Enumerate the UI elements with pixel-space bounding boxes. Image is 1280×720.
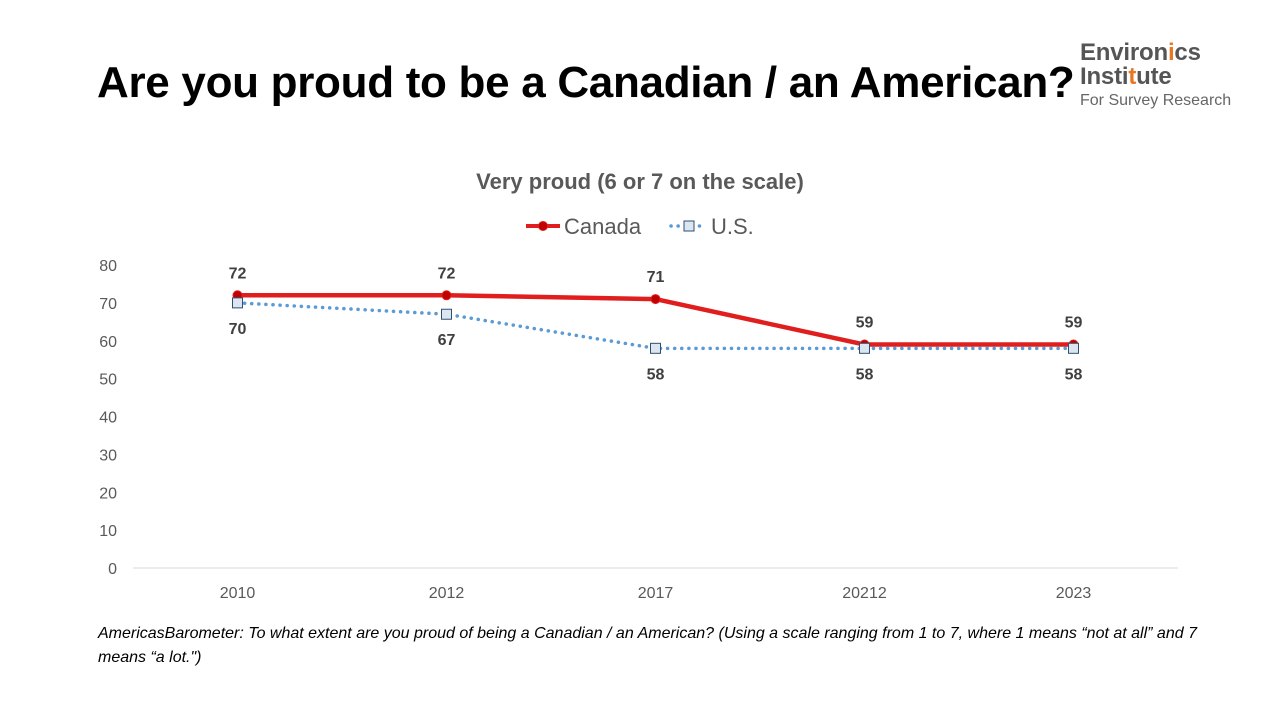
x-tick-label: 2023 — [1056, 585, 1092, 602]
environics-logo: Environics Institute For Survey Research — [1080, 41, 1270, 111]
chart-title: Very proud (6 or 7 on the scale) — [476, 169, 804, 194]
legend-canada-marker — [538, 221, 548, 231]
us-point — [859, 342, 870, 354]
x-tick-label: 2017 — [638, 585, 674, 602]
canada-data-label: 72 — [229, 265, 247, 282]
canada-point — [441, 290, 452, 301]
x-tick-label: 2012 — [429, 585, 465, 602]
us-data-label: 67 — [438, 332, 456, 349]
y-tick-label: 0 — [108, 561, 117, 578]
y-tick-label: 50 — [99, 372, 117, 389]
canada-data-label: 59 — [856, 315, 874, 332]
us-point — [1068, 342, 1079, 354]
us-data-label: 70 — [229, 321, 247, 338]
canada-data-label: 72 — [438, 265, 456, 282]
y-tick-label: 10 — [99, 523, 117, 540]
legend-us-label: U.S. — [711, 214, 754, 239]
x-tick-label: 2010 — [220, 585, 256, 602]
y-tick-label: 40 — [99, 410, 117, 427]
page-title: Are you proud to be a Canadian / an Amer… — [97, 58, 1075, 107]
logo-line-1: Environics — [1080, 39, 1201, 66]
us-point — [650, 342, 661, 354]
legend-canada-label: Canada — [564, 214, 642, 239]
us-point — [232, 297, 243, 309]
y-tick-label: 70 — [99, 296, 117, 313]
us-point — [441, 308, 452, 320]
logo-line-3: For Survey Research — [1080, 92, 1232, 109]
y-tick-label: 60 — [99, 334, 117, 351]
legend-us-marker — [683, 220, 695, 232]
y-tick-label: 30 — [99, 447, 117, 464]
canada-point — [650, 294, 661, 305]
canada-data-label: 71 — [647, 269, 665, 286]
us-data-label: 58 — [856, 366, 874, 383]
series-us-line — [235, 301, 1076, 351]
x-tick-label: 20212 — [842, 585, 887, 602]
footnote: AmericasBarometer: To what extent are yo… — [98, 625, 1197, 666]
us-data-label: 58 — [1065, 366, 1083, 383]
y-tick-label: 20 — [99, 485, 117, 502]
logo-line-2: Institute — [1080, 63, 1172, 90]
canada-data-label: 59 — [1065, 315, 1083, 332]
y-tick-label: 80 — [99, 258, 117, 275]
us-data-label: 58 — [647, 366, 665, 383]
